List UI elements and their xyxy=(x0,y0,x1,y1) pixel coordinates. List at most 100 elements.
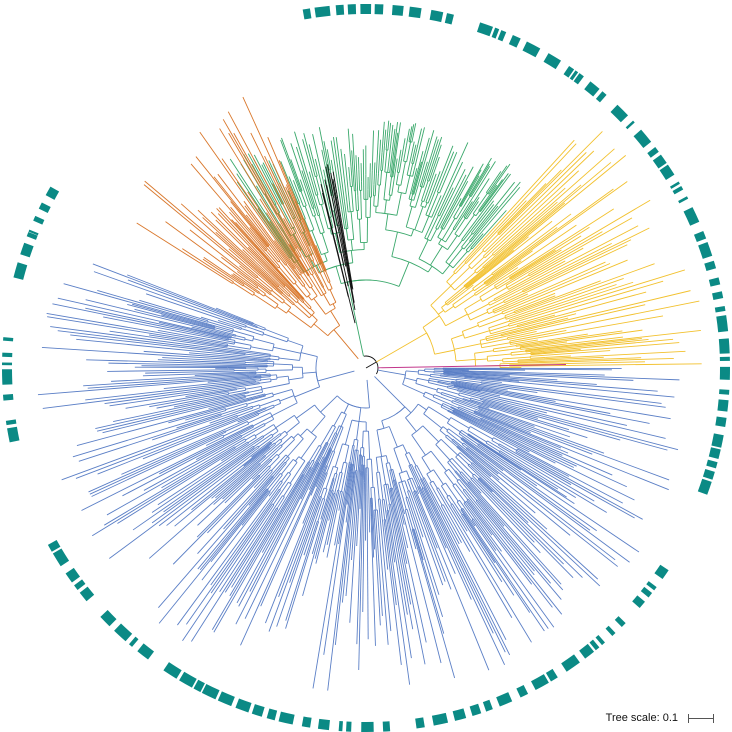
tree-leaf-branch xyxy=(92,263,249,324)
tree-branch xyxy=(502,356,531,360)
tree-branch xyxy=(459,199,464,207)
tree-leaf-branch xyxy=(409,141,415,164)
tree-branch xyxy=(402,383,425,395)
tree-branch xyxy=(344,419,353,445)
tree-leaf-branch xyxy=(481,396,547,414)
tree-branch xyxy=(297,268,302,275)
ring-segment xyxy=(52,548,70,567)
tree-branch xyxy=(228,338,236,341)
tree-branch xyxy=(484,232,505,253)
tree-branch xyxy=(510,341,526,345)
tree-node-arc xyxy=(485,336,488,341)
tree-branch xyxy=(442,504,452,519)
tree-leaf-branch xyxy=(479,403,588,439)
tree-branch xyxy=(244,383,260,387)
tree-branch xyxy=(415,490,426,514)
tree-branch xyxy=(295,461,309,482)
tree-node-arc xyxy=(242,284,245,287)
tree-branch xyxy=(358,407,362,422)
tree-branch xyxy=(474,411,496,421)
tree-branch xyxy=(405,497,409,505)
tree-node-arc xyxy=(301,367,304,378)
tree-node-arc xyxy=(281,292,284,294)
tree-branch xyxy=(413,491,417,499)
tree-branch xyxy=(243,285,255,294)
tree-branch xyxy=(437,194,448,216)
tree-branch xyxy=(487,181,496,194)
tree-branch xyxy=(430,376,457,381)
ring-segment xyxy=(545,668,558,682)
tree-branch xyxy=(509,270,523,279)
tree-node-arc xyxy=(278,260,281,263)
tree-branch xyxy=(332,303,336,309)
tree-node-arc xyxy=(292,303,295,306)
ring-segment xyxy=(20,242,34,258)
tree-leaf-branch xyxy=(485,249,514,273)
tree-branch xyxy=(264,182,277,205)
tree-branch xyxy=(353,450,357,472)
tree-leaf-branch xyxy=(338,477,350,545)
tree-branch xyxy=(291,474,304,494)
tree-node-arc xyxy=(407,490,410,492)
ring-segment xyxy=(13,262,28,280)
tree-branch xyxy=(299,278,306,286)
tree-branch xyxy=(344,183,349,212)
tree-branch xyxy=(430,373,441,376)
tree-leaf-branch xyxy=(132,459,235,531)
tree-branch xyxy=(234,341,252,346)
tree-leaf-branch xyxy=(109,330,243,351)
tree-branch xyxy=(460,182,476,207)
tree-branch xyxy=(464,501,477,518)
tree-branch xyxy=(457,454,469,465)
tree-branch xyxy=(480,398,502,406)
tree-leaf-branch xyxy=(484,408,535,427)
tree-node-arc xyxy=(234,446,236,449)
tree-leaf-branch xyxy=(286,184,319,258)
tree-branch xyxy=(274,204,281,213)
tree-branch xyxy=(293,433,299,439)
tree-branch xyxy=(335,425,340,434)
tree-leaf-branch xyxy=(413,509,424,538)
tree-leaf-branch xyxy=(543,227,650,281)
tree-branch xyxy=(311,521,318,539)
tree-branch xyxy=(411,529,418,547)
tree-branch xyxy=(223,447,236,456)
tree-leaf-branch xyxy=(461,371,680,381)
tree-branch xyxy=(460,438,481,455)
tree-leaf-branch xyxy=(346,478,352,505)
tree-branch xyxy=(421,488,432,508)
tree-branch xyxy=(255,358,271,361)
root-branch xyxy=(365,361,377,369)
tree-leaf-branch xyxy=(533,269,685,317)
tree-branch xyxy=(218,436,225,440)
tree-node-arc xyxy=(427,180,430,182)
tree-leaf-branch xyxy=(485,205,499,222)
tree-leaf-branch xyxy=(501,413,571,438)
tree-branch xyxy=(298,235,313,262)
tree-node-arc xyxy=(403,160,407,163)
tree-branch xyxy=(355,450,359,471)
tree-leaf-branch xyxy=(261,164,275,189)
tree-branch xyxy=(319,272,329,291)
tree-leaf-branch xyxy=(158,321,224,337)
tree-node-arc xyxy=(341,279,400,287)
tree-leaf-branch xyxy=(158,500,260,624)
tree-leaf-branch xyxy=(453,372,558,381)
tree-leaf-branch xyxy=(281,137,296,176)
tree-branch xyxy=(187,320,215,329)
tree-leaf-branch xyxy=(312,134,327,194)
ring-segment xyxy=(669,181,680,189)
tree-branch xyxy=(207,321,234,330)
tree-leaf-branch xyxy=(371,504,375,558)
tree-leaf-branch xyxy=(542,338,674,352)
tree-branch xyxy=(443,371,467,374)
tree-branch xyxy=(240,424,253,432)
tree-node-arc xyxy=(492,253,495,256)
tree-branch xyxy=(235,442,249,452)
tree-branch xyxy=(458,479,478,501)
tree-branch xyxy=(389,470,396,496)
tree-branch xyxy=(320,395,338,413)
ring-segment xyxy=(128,636,139,647)
tree-leaf-branch xyxy=(249,227,273,256)
tree-branch xyxy=(381,499,386,520)
